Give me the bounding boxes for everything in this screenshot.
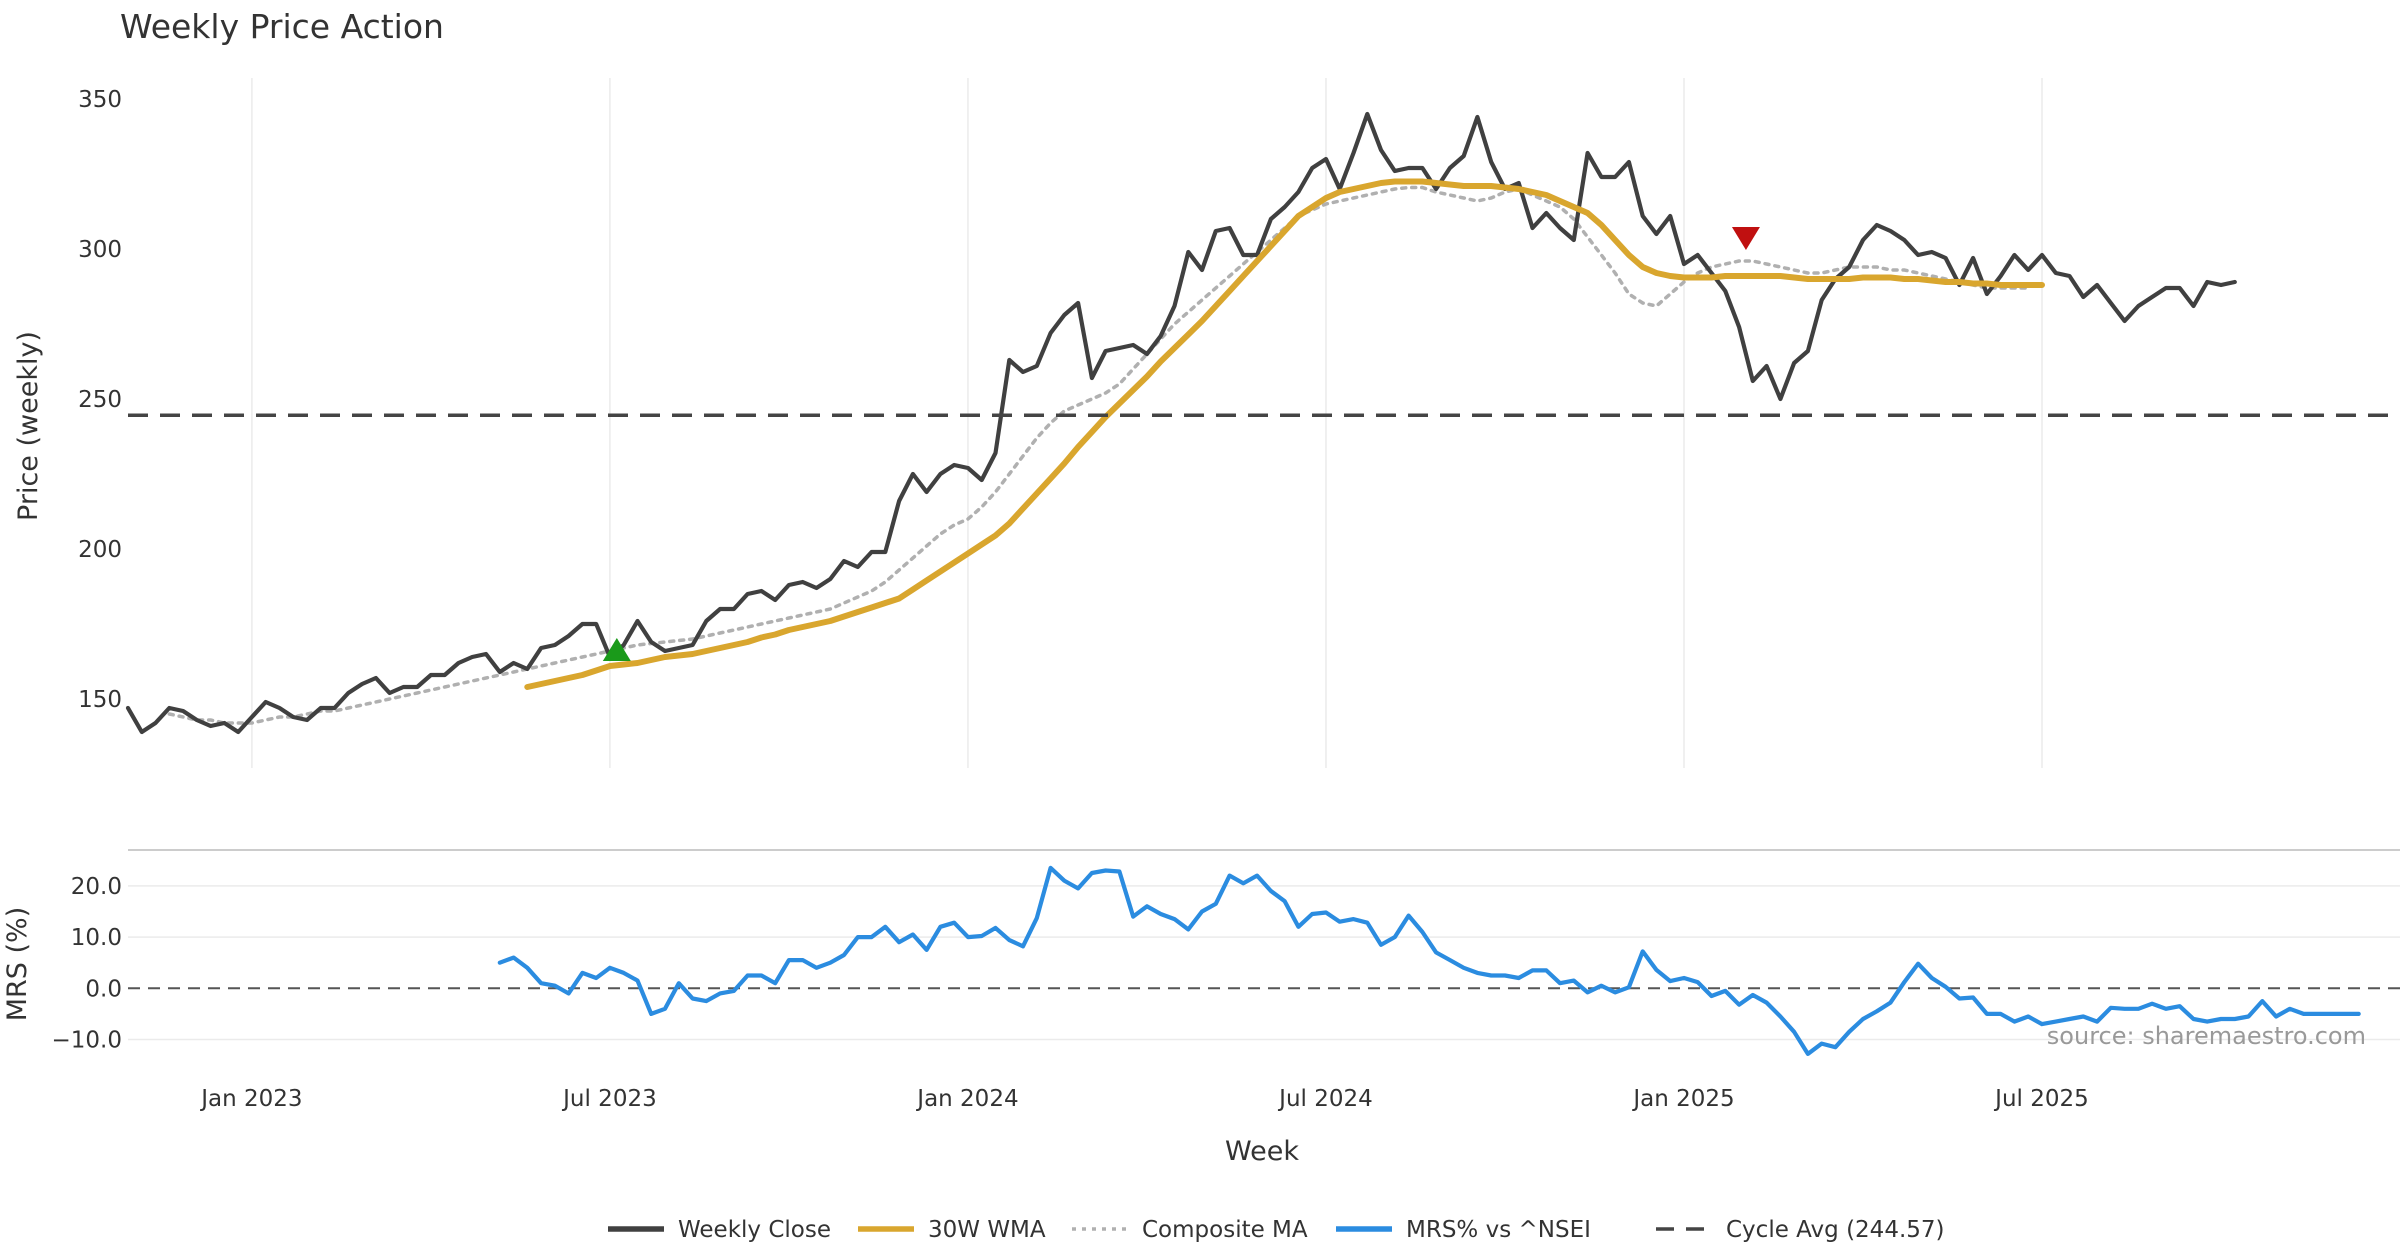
legend-label-30w-wma: 30W WMA	[928, 1217, 1046, 1243]
source-label: source: sharemaestro.com	[2047, 1022, 2366, 1050]
mrs-y-tick-label: −10.0	[52, 1028, 122, 1054]
legend-label-weekly-close: Weekly Close	[678, 1217, 831, 1243]
mrs-panel: −10.0 0.0 10.0 20.0 MRS (%) source: sharema…	[2, 849, 2400, 1057]
x-axis-ticks: Jan 2023 Jul 2023 Jan 2024 Jul 2024 Jan 2025…	[199, 1086, 2089, 1112]
mrs-y-ticks: −10.0 0.0 10.0 20.0	[52, 874, 122, 1054]
price-series	[125, 111, 2400, 735]
legend-label-composite-ma: Composite MA	[1142, 1217, 1308, 1243]
x-axis-label: Week	[1225, 1136, 1299, 1167]
price-y-tick-label: 150	[78, 687, 122, 713]
legend: Weekly Close 30W WMA Composite MA MRS% vs ^…	[608, 1217, 1945, 1243]
x-tick-label: Jan 2023	[199, 1086, 302, 1112]
x-tick-label: Jul 2023	[561, 1086, 657, 1112]
mrs-y-axis-label: MRS (%)	[2, 907, 33, 1022]
price-panel: 150 200 250 300 350 Price (weekly)	[13, 78, 2400, 768]
mrs-series	[497, 865, 2361, 1057]
x-tick-label: Jan 2025	[1631, 1086, 1734, 1112]
sell-signal-marker	[1731, 227, 1760, 250]
series-line-weekly-close	[125, 111, 2237, 735]
buy-signal-marker	[602, 638, 631, 661]
x-tick-label: Jul 2025	[1993, 1086, 2089, 1112]
price-y-tick-label: 350	[78, 87, 122, 113]
mrs-grid	[128, 849, 2400, 1041]
price-grid	[251, 78, 2043, 768]
price-y-tick-label: 250	[78, 387, 122, 413]
price-y-tick-label: 200	[78, 537, 122, 563]
legend-label-cycle-avg-244-57: Cycle Avg (244.57)	[1726, 1217, 1945, 1243]
price-y-ticks: 150 200 250 300 350	[78, 87, 122, 713]
x-tick-label: Jul 2024	[1277, 1086, 1373, 1112]
x-tick-label: Jan 2024	[915, 1086, 1018, 1112]
price-y-tick-label: 300	[78, 237, 122, 263]
series-line-composite-ma	[167, 185, 2030, 725]
legend-label-mrs-vs-nsei: MRS% vs ^NSEI	[1406, 1217, 1591, 1243]
signal-markers	[602, 227, 1760, 661]
mrs-y-tick-label: 10.0	[71, 925, 122, 951]
mrs-y-tick-label: 0.0	[85, 976, 122, 1002]
price-y-axis-label: Price (weekly)	[13, 331, 44, 521]
series-line-30w-wma	[524, 178, 2045, 690]
mrs-y-tick-label: 20.0	[71, 874, 122, 900]
chart-title: Weekly Price Action	[120, 7, 444, 46]
series-line-mrs-vs-nsei	[497, 865, 2361, 1057]
